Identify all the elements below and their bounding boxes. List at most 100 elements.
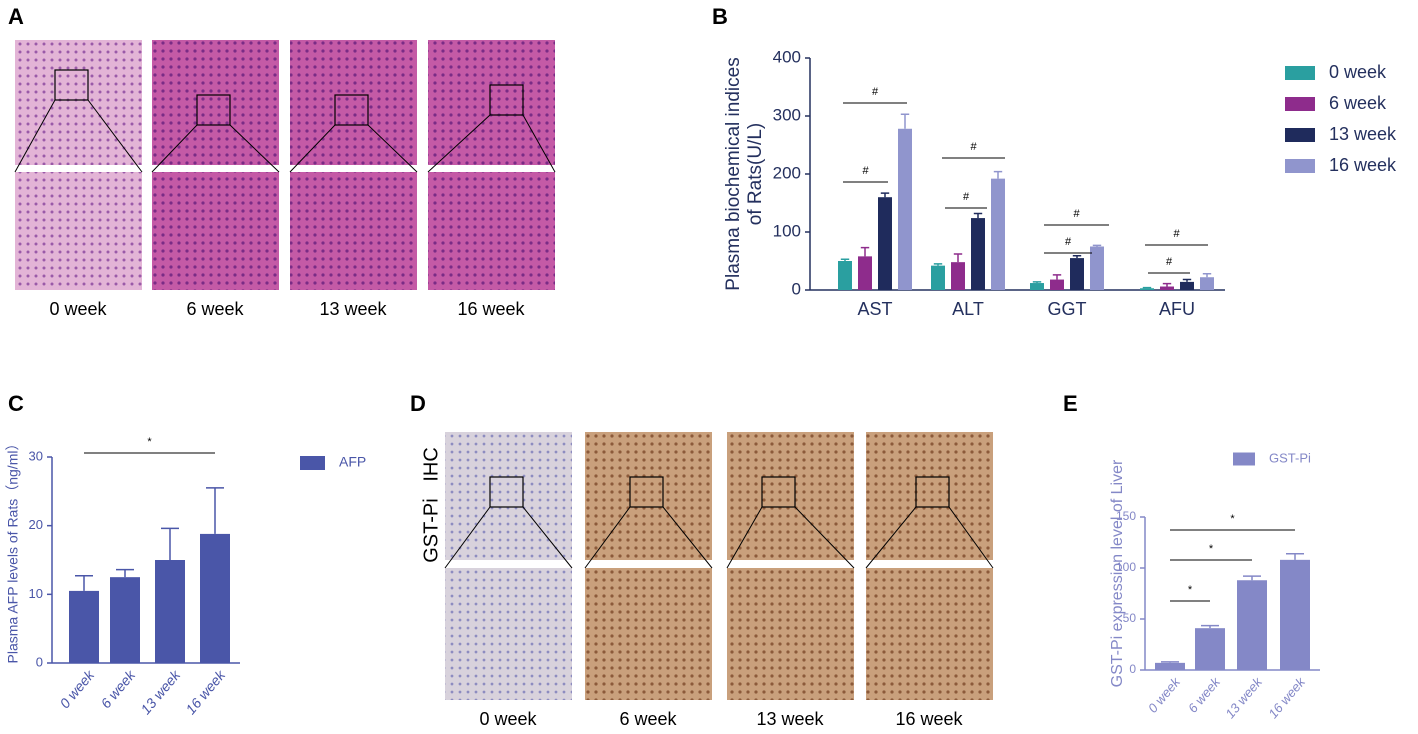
row-label: GST-Pi IHC: [420, 447, 442, 563]
error-bar: [1142, 286, 1152, 289]
caption: 13 week: [756, 709, 824, 729]
bar: [1180, 281, 1194, 290]
zoom-line: [427, 114, 491, 173]
micrograph: [585, 432, 712, 560]
significance-label: #: [1166, 256, 1173, 268]
zoom-line: [289, 124, 336, 173]
zoom-line: [87, 99, 143, 173]
zoom-box: [54, 69, 89, 101]
significance-label: #: [970, 141, 977, 153]
error-bar: [1202, 273, 1212, 278]
bar: [1160, 286, 1174, 290]
zoom-line: [662, 506, 713, 569]
error-bar: [993, 170, 1003, 179]
y-tick-label: 0: [1129, 662, 1136, 676]
micrograph-zoom: [585, 568, 712, 700]
bar: [1050, 279, 1064, 290]
error-bar: [1032, 281, 1042, 284]
bar: [1195, 628, 1225, 670]
x-tick-label: ALT: [952, 299, 984, 319]
bar: [931, 265, 945, 290]
error-bar: [933, 263, 943, 266]
bar: [838, 261, 852, 290]
micrograph-zoom: [152, 172, 279, 290]
error-bar: [161, 527, 179, 560]
y-tick-label: 10: [29, 586, 43, 601]
y-tick-label: 100: [1116, 560, 1136, 574]
x-tick-label: AST: [857, 299, 892, 319]
legend-label: 6 week: [1329, 93, 1387, 113]
y-tick-label: 30: [29, 448, 43, 463]
legend-label: GST-Pi: [1269, 450, 1311, 465]
micrograph-zoom: [866, 568, 993, 700]
micrograph: [445, 432, 572, 560]
error-bar: [973, 212, 983, 219]
error-bar: [880, 192, 890, 198]
caption: 6 week: [186, 299, 244, 319]
error-bar: [1162, 282, 1172, 287]
significance-label: *: [1209, 543, 1214, 555]
bar: [1200, 277, 1214, 290]
significance-label: *: [1230, 513, 1235, 525]
micrograph: [428, 40, 555, 165]
caption: 0 week: [49, 299, 107, 319]
y-tick-label: 0: [792, 279, 801, 298]
x-tick-label: 6 week: [97, 666, 138, 711]
legend-label: 0 week: [1329, 62, 1387, 82]
zoom-line: [14, 99, 56, 173]
legend-swatch: [1285, 97, 1315, 111]
caption: 6 week: [619, 709, 677, 729]
significance-label: #: [1073, 208, 1080, 220]
y-axis-label: Plasma biochemical indicesof Rats(U/L): [723, 57, 766, 290]
bar: [1030, 283, 1044, 290]
caption: 13 week: [319, 299, 387, 319]
y-tick-label: 100: [773, 221, 801, 240]
bar: [898, 128, 912, 290]
bar: [69, 590, 99, 663]
y-axis-label: Plasma AFP levels of Rats（ng/ml）: [5, 437, 21, 664]
y-tick-label: 150: [1116, 509, 1136, 523]
micrograph-zoom: [727, 568, 854, 700]
error-bar: [1201, 624, 1219, 629]
significance-label: #: [963, 191, 970, 203]
y-tick-label: 400: [773, 47, 801, 66]
zoom-line: [444, 506, 491, 569]
y-tick-label: 20: [29, 517, 43, 532]
zoom-line: [865, 506, 917, 569]
bar: [1237, 580, 1267, 670]
zoom-line: [948, 506, 994, 569]
caption: 16 week: [457, 299, 525, 319]
zoom-line: [151, 124, 198, 173]
micrographs: [14, 40, 994, 700]
zoom-box: [489, 84, 524, 116]
x-tick-label: 16 week: [182, 666, 228, 717]
bar: [951, 262, 965, 290]
y-tick-label: 200: [773, 163, 801, 182]
panel-label: B: [712, 4, 728, 29]
significance-label: #: [1065, 236, 1072, 248]
bar: [1140, 288, 1154, 290]
bar: [878, 197, 892, 290]
error-bar: [1161, 661, 1179, 663]
significance-label: *: [1188, 584, 1193, 596]
bar: [1090, 246, 1104, 290]
significance-label: *: [147, 436, 152, 448]
y-axis-label-line: Plasma biochemical indices: [723, 57, 744, 290]
bar: [991, 178, 1005, 290]
error-bar: [1286, 552, 1304, 560]
error-bar: [1072, 255, 1082, 259]
legend-swatch: [1285, 159, 1315, 173]
zoom-box: [196, 94, 231, 126]
x-tick-label: AFU: [1159, 299, 1195, 319]
micrograph: [290, 40, 417, 165]
bar: [1070, 258, 1084, 290]
x-tick-label: 13 week: [137, 666, 183, 717]
micrograph-zoom: [428, 172, 555, 290]
zoom-line: [584, 506, 631, 569]
micrograph-zoom: [445, 568, 572, 700]
legend-swatch: [1233, 452, 1255, 466]
legend-swatch: [300, 456, 325, 470]
significance-label: #: [872, 86, 879, 98]
bar: [1155, 662, 1185, 670]
